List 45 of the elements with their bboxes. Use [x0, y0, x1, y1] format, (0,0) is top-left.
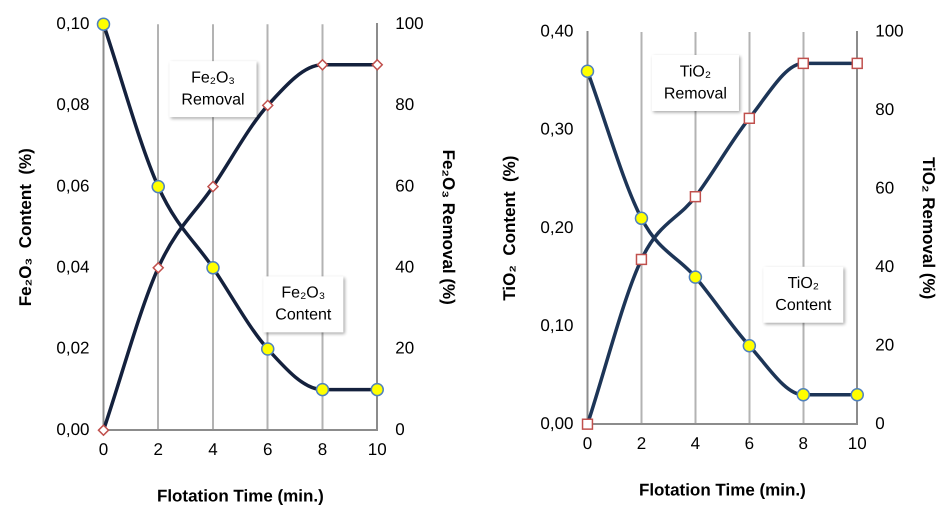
x-tick-label: 2 [154, 440, 163, 460]
x-tick-label: 6 [263, 440, 272, 460]
series-label: TiO₂ Removal [664, 63, 727, 102]
y2-tick-label: 100 [395, 14, 424, 33]
y2-tick-label: 60 [875, 178, 894, 198]
text: TiO₂ Content [775, 275, 832, 314]
y2-tick-label: 100 [875, 22, 904, 41]
y-tick-label: 0,00 [56, 420, 90, 439]
x-axis-title: Flotation Time (min.) [156, 486, 324, 506]
y2-axis-title: TiO₂ Removal (%) [919, 156, 938, 300]
y-tick-label: 0,08 [56, 95, 90, 114]
x-tick-label: 8 [318, 440, 328, 460]
y2-tick-label: 80 [395, 95, 414, 114]
x-axis-title: Flotation Time (min.) [638, 480, 806, 500]
x-tick-label: 10 [368, 440, 387, 460]
x-tick-label: 0 [98, 440, 108, 460]
y2-tick-label: 60 [395, 176, 414, 196]
y-axis-title: Fe₂O₃ Content (%) [16, 148, 35, 306]
y-tick-label: 0,20 [540, 218, 574, 237]
x-tick-label: 2 [636, 434, 646, 454]
y2-tick-label: 20 [875, 335, 894, 354]
x-tick-label: 4 [690, 434, 700, 454]
y-axis-title: TiO₂ Content (%) [500, 156, 519, 301]
y-tick-label: 0,10 [56, 14, 90, 33]
series-label: Fe₂O₃ Removal [181, 70, 245, 109]
y2-tick-label: 40 [875, 257, 894, 276]
y-tick-label: 0,00 [540, 414, 574, 433]
y2-tick-label: 40 [395, 257, 414, 276]
series-label: Fe₂O₃ Content [275, 284, 332, 324]
x-tick-label: 8 [798, 434, 808, 454]
x-tick-label: 0 [582, 434, 592, 454]
y-tick-label: 0,30 [540, 120, 574, 139]
y-tick-label: 0,06 [56, 176, 90, 196]
y2-axis-title: Fe₂O₃ Removal (%) [439, 150, 458, 305]
x-tick-label: 4 [208, 440, 218, 460]
y2-tick-label: 80 [875, 100, 894, 120]
y-tick-label: 0,04 [56, 257, 90, 276]
y-tick-label: 0,10 [540, 316, 574, 335]
x-tick-label: 10 [848, 434, 867, 454]
y-tick-label: 0,40 [540, 22, 574, 41]
y2-tick-label: 0 [395, 420, 405, 439]
y2-tick-label: 20 [395, 338, 414, 358]
y-tick-label: 0,02 [56, 338, 90, 358]
x-tick-label: 6 [744, 434, 754, 454]
y2-tick-label: 0 [875, 414, 885, 433]
